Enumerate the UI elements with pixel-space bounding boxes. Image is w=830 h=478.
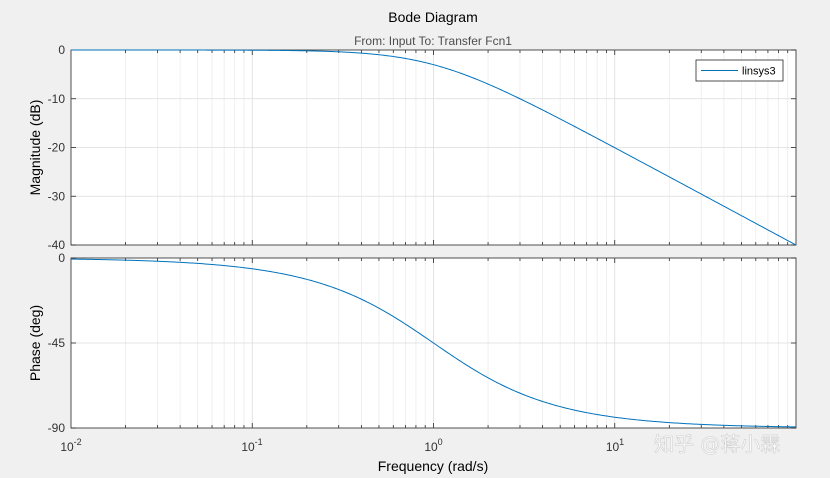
phase-axes: 0 -45 -90 Phase (deg) (27, 251, 797, 435)
magnitude-axes: 0 -10 -20 -30 -40 Magnitude (dB) linsys3 (27, 43, 797, 252)
phase-series-linsys3 (70, 258, 797, 428)
mag-y-tick-label: 0 (58, 43, 65, 57)
chart-title: Bode Diagram (388, 9, 478, 25)
watermark: 知乎 @蒋小霖 (654, 432, 780, 456)
ph-y-tick-label: -45 (48, 336, 66, 350)
mag-y-tick-label: -20 (48, 141, 66, 155)
legend-box (695, 59, 784, 82)
mag-y-tick-label: -40 (48, 238, 66, 252)
chart-subtitle: From: Input To: Transfer Fcn1 (354, 34, 512, 48)
x-tick-labels: 10-2 10-1 100 101 (60, 437, 624, 454)
ph-y-tick-label: 0 (58, 251, 65, 265)
magnitude-y-ticks: 0 -10 -20 -30 -40 (48, 43, 796, 252)
phase-ylabel: Phase (deg) (27, 305, 43, 381)
legend[interactable]: linsys3 (695, 59, 784, 82)
mag-y-tick-label: -10 (48, 92, 66, 106)
mag-y-tick-label: -30 (48, 189, 66, 203)
x-tick-label-1e-2: 10-2 (60, 437, 81, 454)
magnitude-series-linsys3 (71, 49, 797, 246)
magnitude-grid (71, 50, 796, 245)
phase-grid (71, 258, 796, 428)
x-axis-label: Frequency (rad/s) (378, 458, 488, 474)
x-tick-label-1e-1: 10-1 (241, 437, 262, 454)
magnitude-ylabel: Magnitude (dB) (27, 100, 43, 196)
x-tick-label-1e1: 101 (606, 437, 624, 454)
x-tick-label-1e0: 100 (424, 437, 442, 454)
phase-y-ticks: 0 -45 -90 (48, 251, 796, 435)
ph-y-tick-label: -90 (48, 421, 66, 435)
legend-label-linsys3: linsys3 (742, 66, 776, 78)
